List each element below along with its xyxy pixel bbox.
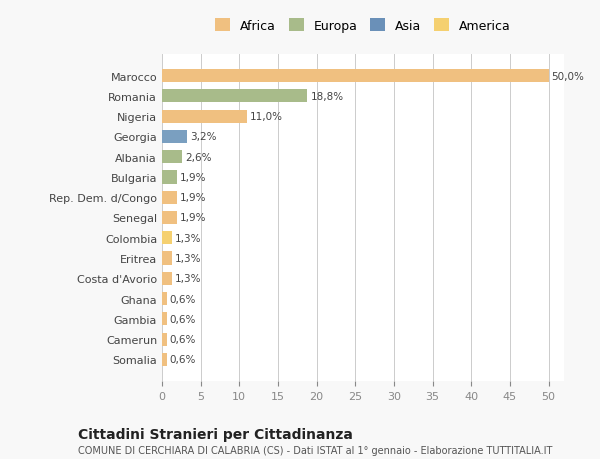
Text: 50,0%: 50,0% — [551, 72, 584, 81]
Bar — [162, 151, 182, 164]
Text: 1,9%: 1,9% — [180, 173, 206, 183]
Text: 0,6%: 0,6% — [170, 334, 196, 344]
Bar — [162, 191, 176, 204]
Bar — [162, 313, 167, 326]
Legend: Africa, Europa, Asia, America: Africa, Europa, Asia, America — [215, 19, 511, 33]
Text: 1,3%: 1,3% — [175, 274, 202, 284]
Bar — [162, 212, 176, 224]
Bar — [162, 110, 247, 123]
Bar — [162, 252, 172, 265]
Bar — [162, 90, 307, 103]
Bar — [162, 70, 548, 83]
Bar — [162, 292, 167, 306]
Text: 1,3%: 1,3% — [175, 253, 202, 263]
Bar — [162, 333, 167, 346]
Bar — [162, 232, 172, 245]
Bar — [162, 171, 176, 184]
Text: 3,2%: 3,2% — [190, 132, 217, 142]
Text: 1,3%: 1,3% — [175, 233, 202, 243]
Text: 0,6%: 0,6% — [170, 355, 196, 364]
Text: 2,6%: 2,6% — [185, 152, 212, 162]
Text: 0,6%: 0,6% — [170, 314, 196, 324]
Bar — [162, 353, 167, 366]
Bar — [162, 130, 187, 144]
Text: 18,8%: 18,8% — [310, 92, 344, 102]
Text: 0,6%: 0,6% — [170, 294, 196, 304]
Text: Cittadini Stranieri per Cittadinanza: Cittadini Stranieri per Cittadinanza — [78, 427, 353, 441]
Text: 1,9%: 1,9% — [180, 213, 206, 223]
Bar — [162, 272, 172, 285]
Text: COMUNE DI CERCHIARA DI CALABRIA (CS) - Dati ISTAT al 1° gennaio - Elaborazione T: COMUNE DI CERCHIARA DI CALABRIA (CS) - D… — [78, 445, 553, 455]
Text: 1,9%: 1,9% — [180, 193, 206, 203]
Text: 11,0%: 11,0% — [250, 112, 283, 122]
